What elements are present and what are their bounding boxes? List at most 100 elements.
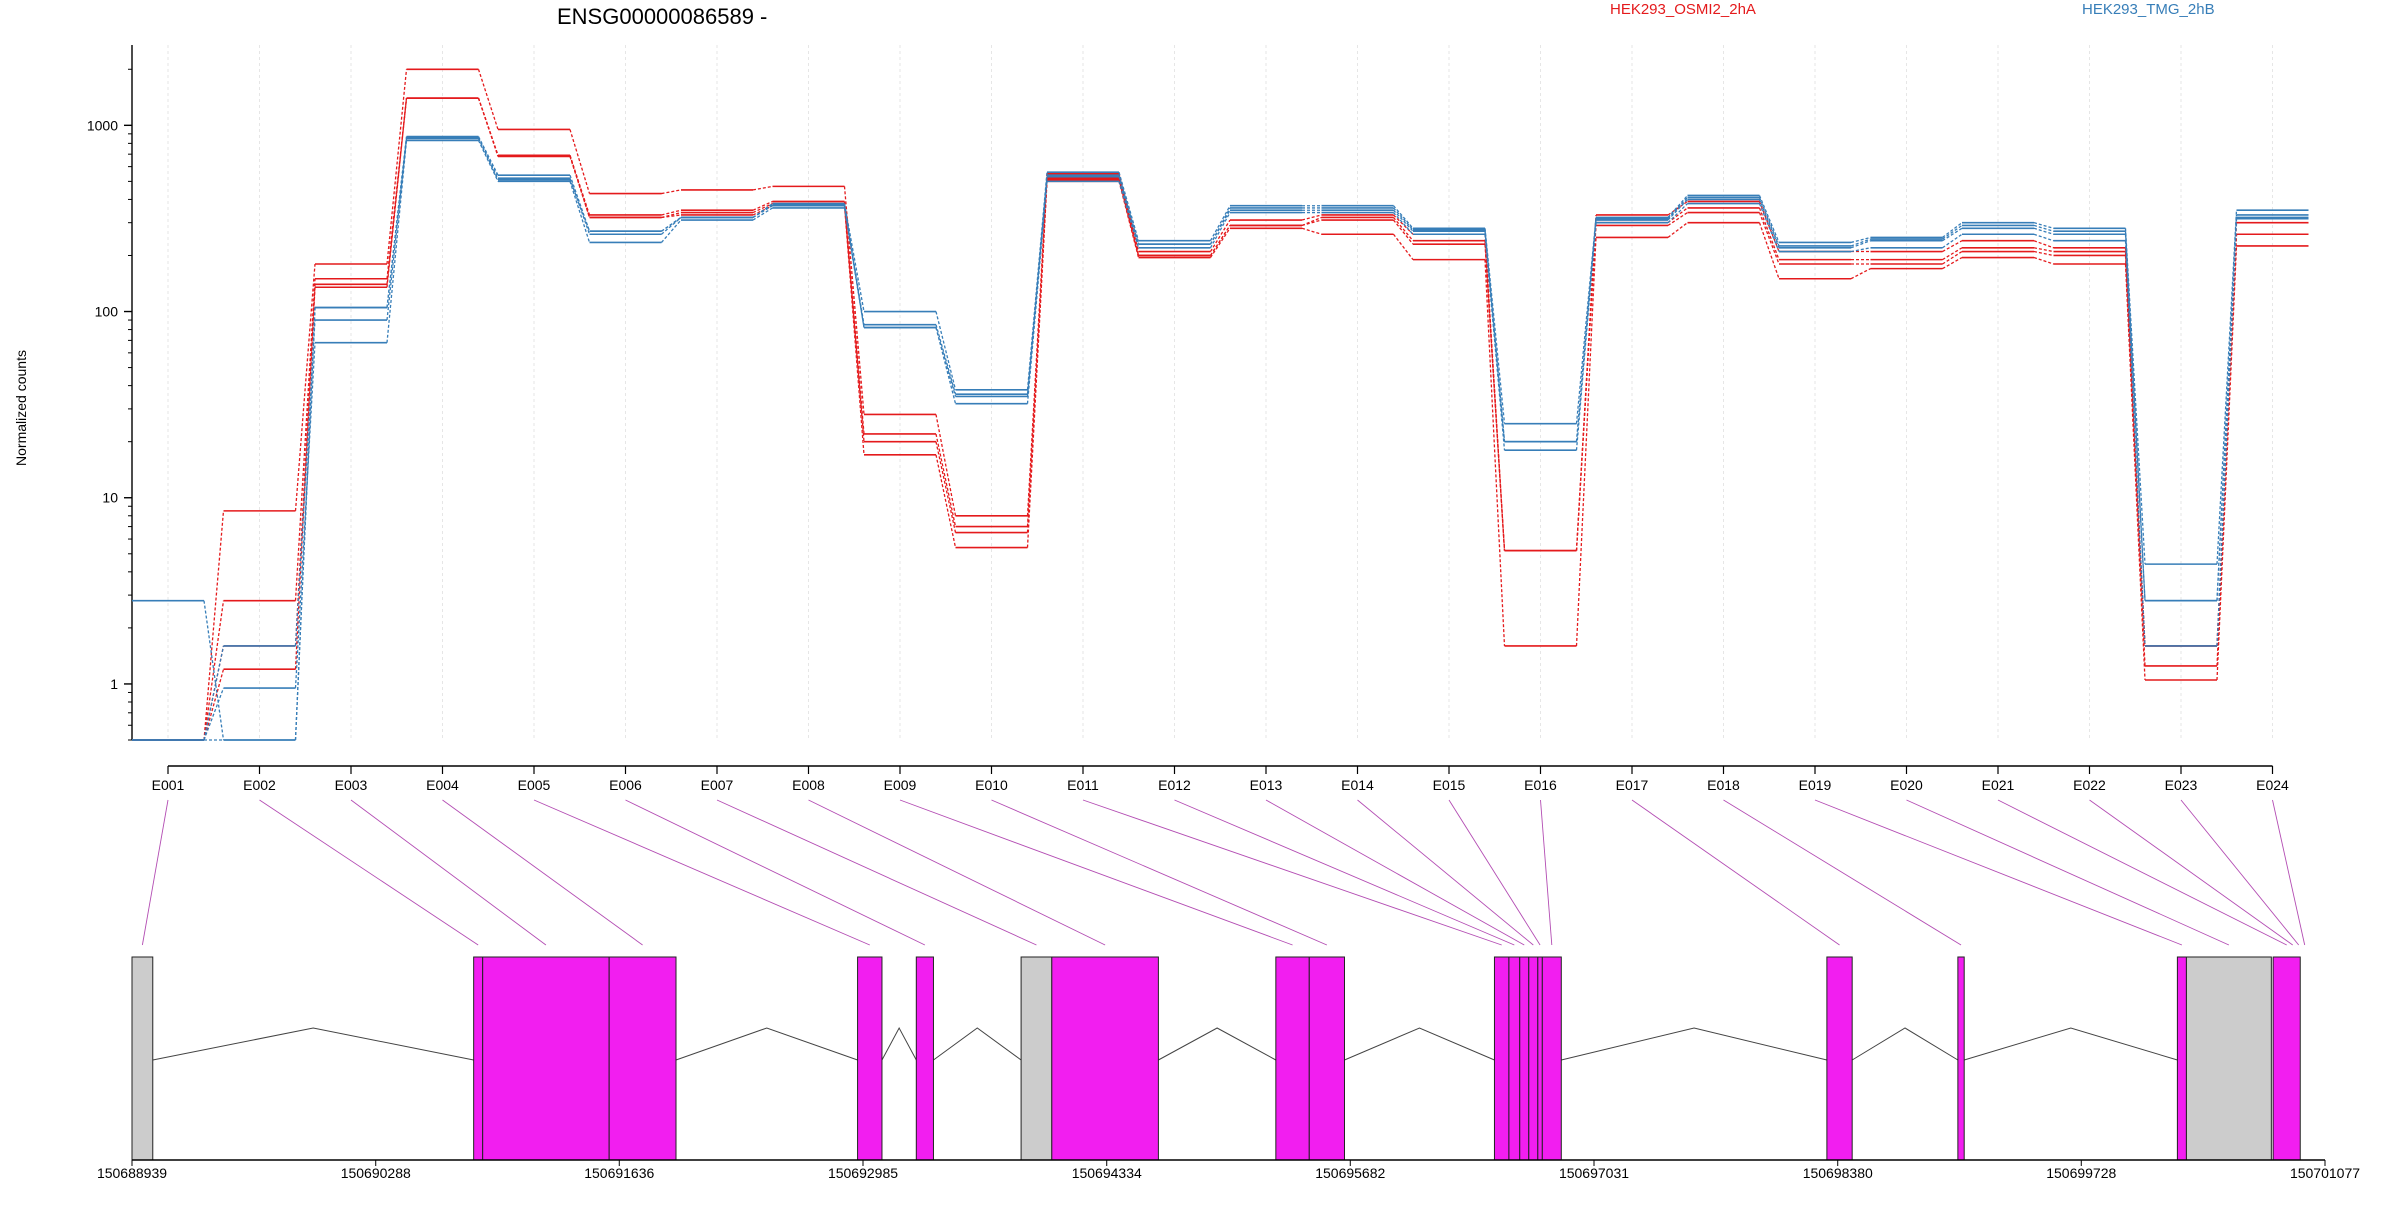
coord-tick-label: 150697031 — [1559, 1165, 1629, 1181]
series-connector — [843, 186, 865, 415]
series-connector — [1667, 200, 1688, 216]
series-connector — [752, 202, 773, 214]
genomic-coordinate-ticks: 150688939 150690288 150691636 150692985 1506… — [97, 1160, 2360, 1181]
exon-block-e002 — [473, 956, 484, 1161]
series-connector — [661, 219, 682, 243]
series-connector — [294, 342, 316, 689]
series-connector — [477, 137, 499, 179]
series-6 — [132, 139, 2309, 741]
series-connector — [1850, 236, 1871, 244]
series-connector — [661, 214, 682, 219]
series-connector — [843, 201, 865, 435]
exon-block-e012 — [1508, 956, 1521, 1161]
series-connector — [1850, 240, 1871, 249]
link-e023 — [2180, 799, 2300, 946]
series-connector — [1942, 256, 1963, 270]
exon-block-e015 — [1537, 956, 1543, 1161]
series-connector — [1942, 240, 1963, 253]
series-connector — [2124, 231, 2146, 601]
x-tick-label-e014: E014 — [1341, 777, 1374, 793]
series-connector — [661, 216, 682, 235]
vertical-gridlines — [167, 45, 2273, 740]
x-tick-label-e017: E017 — [1616, 777, 1649, 793]
y-axis-label: Normalized counts — [13, 350, 29, 466]
series-connector — [569, 129, 591, 194]
series-connector — [1575, 218, 1597, 442]
x-tick-label-e024: E024 — [2256, 777, 2289, 793]
coord-tick-label: 150695682 — [1315, 1165, 1385, 1181]
exon-block-e018 — [1957, 956, 1965, 1161]
series-connector — [1301, 227, 1322, 235]
series-connector — [2033, 233, 2054, 242]
coord-tick-label: 150698380 — [1803, 1165, 1873, 1181]
series-connector — [2033, 227, 2054, 235]
series-connector — [386, 69, 408, 265]
series-layer — [132, 68, 2309, 741]
series-connector — [386, 140, 408, 343]
series-connector — [935, 327, 957, 404]
series-connector — [843, 205, 865, 455]
series-7 — [132, 136, 2309, 741]
series-connector — [1118, 181, 1140, 248]
exon-block-e017 — [1826, 956, 1853, 1161]
series-connector — [1667, 203, 1688, 224]
link-e010 — [991, 799, 1328, 946]
legend-entry-tmg: HEK293_TMG_2hB — [2082, 1, 2215, 18]
x-tick-label-e016: E016 — [1524, 777, 1557, 793]
link-e021 — [1997, 799, 2287, 946]
x-tick-label-e009: E009 — [884, 777, 917, 793]
series-5 — [132, 137, 2309, 741]
y-tick-label: 1 — [110, 676, 118, 692]
series-connector — [1209, 205, 1231, 242]
series-connector — [1118, 172, 1140, 241]
link-e018 — [1723, 799, 1962, 946]
link-e011 — [1082, 799, 1502, 946]
series-connector — [1850, 238, 1871, 247]
exon-block-e011 — [1493, 956, 1510, 1161]
link-e002 — [259, 799, 479, 946]
series-connector — [661, 211, 682, 219]
x-tick-label-e007: E007 — [701, 777, 734, 793]
series-connector — [203, 687, 225, 741]
series-connector — [1026, 175, 1048, 395]
series-connector — [1393, 207, 1414, 231]
series-connector — [1942, 247, 1963, 261]
x-tick-label-e013: E013 — [1250, 777, 1283, 793]
series-connector — [2124, 240, 2146, 646]
x-tick-label-e021: E021 — [1982, 777, 2015, 793]
x-tick-label-e008: E008 — [792, 777, 825, 793]
intron-line — [933, 1027, 1022, 1061]
x-tick-label-e001: E001 — [152, 777, 185, 793]
intron-line — [881, 1026, 917, 1061]
series-connector — [477, 69, 499, 130]
series-connector — [1393, 205, 1414, 229]
series-connector — [2033, 256, 2054, 265]
link-e006 — [625, 799, 926, 946]
series-1 — [132, 97, 2309, 741]
series-connector — [752, 204, 773, 219]
link-e024 — [2272, 799, 2306, 946]
exon-block-e019 — [2176, 956, 2187, 1161]
series-connector — [935, 324, 957, 395]
x-tick-label-e006: E006 — [609, 777, 642, 793]
exon-block-e014 — [1528, 956, 1539, 1161]
series-connector — [477, 138, 499, 181]
series-connector — [294, 278, 316, 601]
series-connector — [386, 137, 408, 308]
plot-axes — [131, 45, 2273, 767]
exon-block-e003 — [482, 956, 610, 1161]
x-tick-label-e018: E018 — [1707, 777, 1740, 793]
series-connector — [1850, 268, 1871, 280]
series-connector — [1118, 179, 1140, 256]
link-e022 — [2089, 799, 2293, 946]
link-e014 — [1357, 799, 1534, 946]
link-e013 — [1265, 799, 1525, 946]
link-e003 — [350, 799, 547, 946]
series-connector — [2033, 247, 2054, 253]
series-0 — [132, 68, 2309, 741]
series-connector — [1758, 195, 1780, 243]
y-tick-label: 100 — [95, 304, 119, 320]
exon-block-e009 — [1275, 956, 1310, 1161]
